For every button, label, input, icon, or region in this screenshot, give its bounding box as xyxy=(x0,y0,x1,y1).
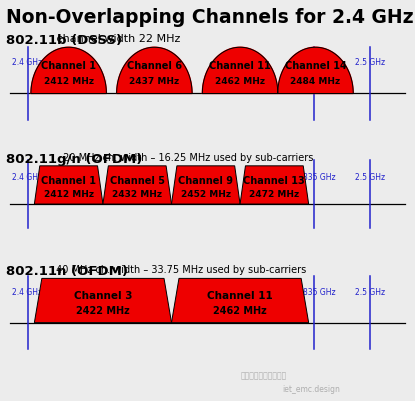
Polygon shape xyxy=(103,166,171,205)
Polygon shape xyxy=(31,48,106,94)
Text: Channel 6: Channel 6 xyxy=(127,61,182,71)
Polygon shape xyxy=(171,166,240,205)
Text: 2432 MHz: 2432 MHz xyxy=(112,189,162,198)
Text: Channel 9: Channel 9 xyxy=(178,176,233,186)
Text: Channel 1: Channel 1 xyxy=(41,176,96,186)
Text: Channel 3: Channel 3 xyxy=(74,290,132,300)
Text: iet_emc.design: iet_emc.design xyxy=(282,384,340,393)
Polygon shape xyxy=(278,48,353,94)
Text: 2.4 GHz: 2.4 GHz xyxy=(12,172,43,181)
Polygon shape xyxy=(117,48,192,94)
Polygon shape xyxy=(34,166,103,205)
Polygon shape xyxy=(240,166,309,205)
Text: 802.11b (DSSS): 802.11b (DSSS) xyxy=(6,34,122,47)
Text: 2.4835 GHz: 2.4835 GHz xyxy=(291,172,336,181)
Polygon shape xyxy=(171,279,309,323)
Text: 2422 MHz: 2422 MHz xyxy=(76,306,130,316)
Polygon shape xyxy=(203,48,278,94)
Text: 2484 MHz: 2484 MHz xyxy=(290,77,341,86)
Text: 2412 MHz: 2412 MHz xyxy=(44,77,94,86)
Text: Channel 5: Channel 5 xyxy=(110,176,165,186)
Text: 20 MHz ch. width – 16.25 MHz used by sub-carriers: 20 MHz ch. width – 16.25 MHz used by sub… xyxy=(60,152,313,162)
Text: 2.5 GHz: 2.5 GHz xyxy=(355,58,386,67)
Text: 2.4 GHz: 2.4 GHz xyxy=(12,58,43,67)
Text: 40 MHz ch. width – 33.75 MHz used by sub-carriers: 40 MHz ch. width – 33.75 MHz used by sub… xyxy=(53,265,306,275)
Text: 2472 MHz: 2472 MHz xyxy=(249,189,299,198)
Text: 2412 MHz: 2412 MHz xyxy=(44,189,94,198)
Text: channel width 22 MHz: channel width 22 MHz xyxy=(53,34,181,44)
Text: 2.5 GHz: 2.5 GHz xyxy=(355,287,386,296)
Text: 2462 MHz: 2462 MHz xyxy=(213,306,267,316)
Text: 802.11g/n (OFDM): 802.11g/n (OFDM) xyxy=(6,152,143,165)
Text: 2437 MHz: 2437 MHz xyxy=(129,77,179,86)
Text: Channel 11: Channel 11 xyxy=(209,61,271,71)
Text: Channel 14: Channel 14 xyxy=(285,61,347,71)
Text: 电磁兼容技术交流分享: 电磁兼容技术交流分享 xyxy=(241,370,287,379)
Text: 2.4835 GHz: 2.4835 GHz xyxy=(291,287,336,296)
Text: 2.4835 GHz: 2.4835 GHz xyxy=(291,58,336,67)
Text: Channel 11: Channel 11 xyxy=(207,290,273,300)
Text: Channel 1: Channel 1 xyxy=(41,61,96,71)
Text: 2462 MHz: 2462 MHz xyxy=(215,77,265,86)
Text: 2452 MHz: 2452 MHz xyxy=(181,189,231,198)
Text: Channel 13: Channel 13 xyxy=(244,176,305,186)
Text: Non-Overlapping Channels for 2.4 GHz WLAN: Non-Overlapping Channels for 2.4 GHz WLA… xyxy=(6,8,415,27)
Text: 802.11n (OFDM): 802.11n (OFDM) xyxy=(6,265,128,277)
Polygon shape xyxy=(34,279,171,323)
Text: 2.4 GHz: 2.4 GHz xyxy=(12,287,43,296)
Text: 2.5 GHz: 2.5 GHz xyxy=(355,172,386,181)
